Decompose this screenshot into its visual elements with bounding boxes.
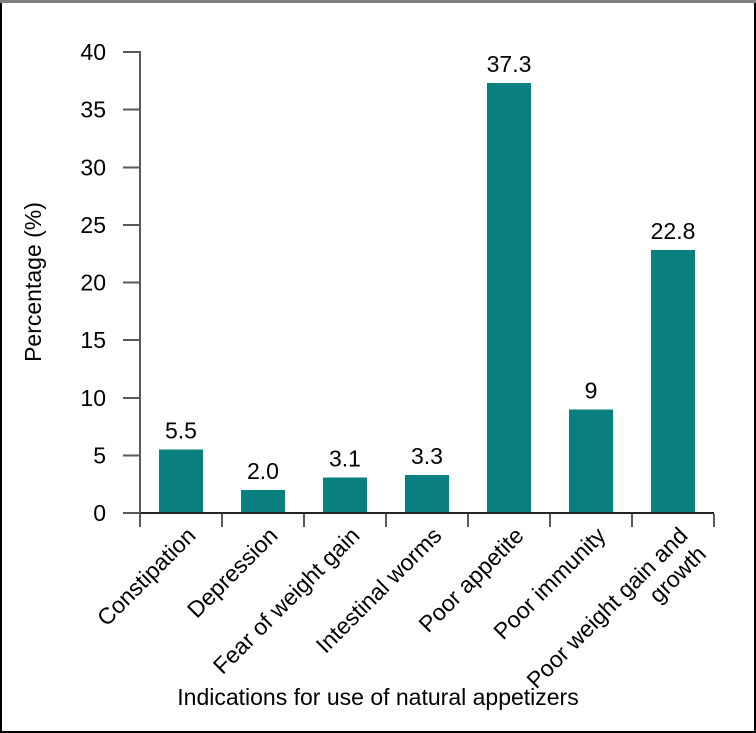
bar-6 — [651, 250, 695, 514]
bar-value-label: 22.8 — [651, 218, 696, 244]
bar-5 — [569, 409, 613, 513]
y-tick-label: 30 — [80, 154, 106, 180]
bar-value-label: 3.1 — [329, 445, 361, 471]
bar-4 — [487, 83, 531, 514]
y-tick-label: 15 — [80, 327, 106, 353]
y-tick-label: 5 — [93, 442, 106, 468]
y-tick-label: 0 — [93, 500, 106, 526]
bar-value-label: 5.5 — [165, 418, 197, 444]
plot-area: 0 5 10 15 20 25 30 35 40 5.5 2.0 3.1 3.3 37.3 9 22.8 Con… — [80, 39, 715, 693]
bar-3 — [405, 474, 449, 513]
y-tick-label: 10 — [80, 385, 106, 411]
bar-0 — [159, 449, 203, 513]
x-tick-label: Constipation — [92, 522, 201, 631]
y-tick-label: 40 — [80, 39, 106, 65]
y-tick-label: 20 — [80, 270, 106, 296]
x-tick-label: Fear of weight gain — [208, 522, 365, 679]
y-tick-label: 35 — [80, 97, 106, 123]
bar-1 — [241, 489, 285, 513]
y-axis-title: Percentage (%) — [20, 202, 46, 362]
bar-value-label: 2.0 — [247, 458, 279, 484]
bar-value-label: 9 — [585, 377, 598, 403]
x-axis-title: Indications for use of natural appetizer… — [177, 684, 578, 710]
y-tick-label: 25 — [80, 212, 106, 238]
bar-value-label: 37.3 — [487, 51, 532, 77]
bar-value-label: 3.3 — [411, 443, 443, 469]
bar-2 — [323, 477, 367, 513]
